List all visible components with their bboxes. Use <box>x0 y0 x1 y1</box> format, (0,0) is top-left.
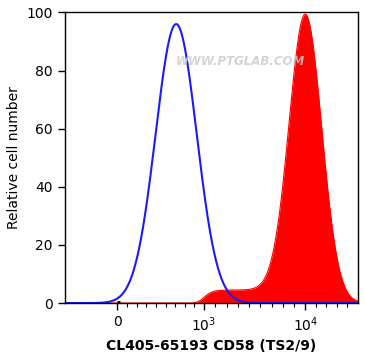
X-axis label: CL405-65193 CD58 (TS2/9): CL405-65193 CD58 (TS2/9) <box>106 339 316 353</box>
Text: WWW.PTGLAB.COM: WWW.PTGLAB.COM <box>176 55 306 68</box>
Y-axis label: Relative cell number: Relative cell number <box>7 86 21 229</box>
